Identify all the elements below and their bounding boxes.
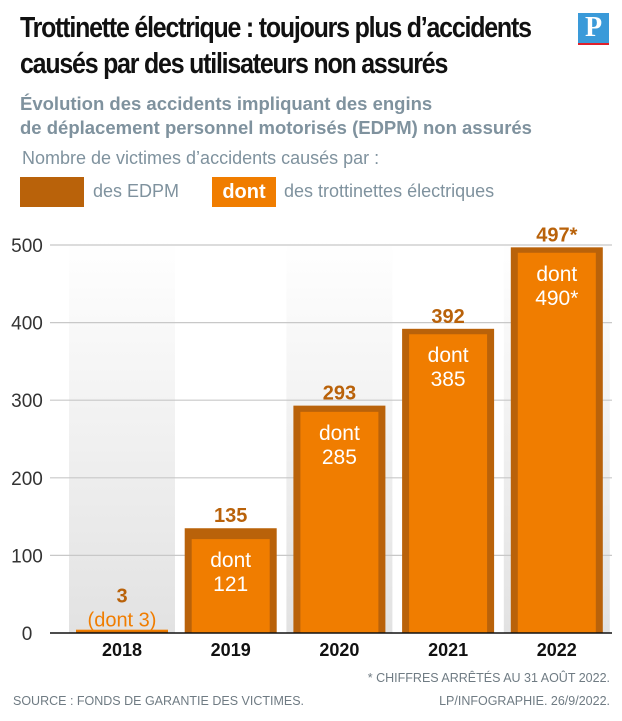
y-tick-label: 200 <box>11 469 43 490</box>
chart-title: Trottinette électrique : toujours plus d… <box>20 10 532 82</box>
inner-label: dont <box>428 344 469 367</box>
bar-trottinettes <box>191 539 270 633</box>
inner-label: 490* <box>535 287 578 310</box>
bar-trottinettes <box>300 411 379 633</box>
inner-label: dont <box>319 422 360 445</box>
value-label: 293 <box>323 383 356 405</box>
legend-caption: Nombre de victimes d’accidents causés pa… <box>22 148 380 168</box>
value-label: 135 <box>214 505 247 527</box>
x-tick-label: 2019 <box>211 640 251 660</box>
inner-label: 385 <box>431 368 466 391</box>
le-parisien-logo: P <box>578 13 609 45</box>
y-tick-label: 100 <box>11 546 43 567</box>
background-column <box>69 240 175 633</box>
inner-label: dont <box>536 263 577 286</box>
subtitle-line-2: de déplacement personnel motorisés (EDPM… <box>20 117 532 138</box>
y-tick-label: 400 <box>11 314 43 335</box>
chart-subtitle: Évolution des accidents impliquant des e… <box>20 92 532 140</box>
value-label: 497* <box>536 224 577 246</box>
y-tick-label: 0 <box>22 624 33 645</box>
y-tick-label: 300 <box>11 391 43 412</box>
footnote: * CHIFFRES ARRÊTÉS AU 31 AOÛT 2022. <box>367 671 610 685</box>
x-tick-label: 2020 <box>319 640 359 660</box>
legend-label-trottinettes: des trottinettes électriques <box>284 181 495 201</box>
value-label: 3 <box>116 586 127 608</box>
subtitle-line-1: Évolution des accidents impliquant des e… <box>20 93 433 114</box>
inner-label: dont <box>210 549 251 572</box>
credit: LP/INFOGRAPHIE. 26/9/2022. <box>439 694 610 708</box>
title-line-1: Trottinette électrique : toujours plus d… <box>20 12 532 44</box>
value-label: 392 <box>431 306 464 328</box>
x-tick-label: 2021 <box>428 640 468 660</box>
x-tick-label: 2018 <box>102 640 142 660</box>
title-line-2: causés par des utilisateurs non assurés <box>20 48 448 80</box>
inner-label: 121 <box>213 573 248 596</box>
bar-trottinettes <box>517 252 596 633</box>
legend-label-edpm: des EDPM <box>93 181 180 201</box>
legend-swatch-edpm <box>20 177 84 207</box>
legend-swatch-trottinettes: dont <box>212 177 276 207</box>
bar-trottinettes <box>409 334 488 633</box>
y-tick-label: 500 <box>11 236 43 257</box>
bar-trottinettes <box>76 629 168 632</box>
x-tick-label: 2022 <box>537 640 577 660</box>
bar-edpm <box>76 630 168 633</box>
inner-label: 285 <box>322 446 357 469</box>
source: SOURCE : FONDS DE GARANTIE DES VICTIMES. <box>13 694 305 708</box>
inner-label: (dont 3) <box>88 610 157 632</box>
